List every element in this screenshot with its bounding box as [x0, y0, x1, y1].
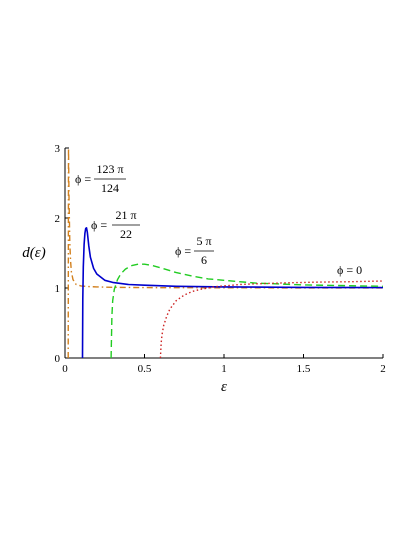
series-line-0	[67, 147, 383, 359]
annotation-phi-21pi-22: ϕ = 21 π 22	[91, 208, 140, 241]
y-tick-label: 2	[55, 213, 61, 225]
series-lines	[67, 147, 384, 359]
annotation-left: ϕ =	[175, 244, 191, 258]
annotation-left: ϕ = 0	[337, 263, 362, 277]
x-ticks: 0 0.5 1 1.5 2	[62, 354, 386, 375]
annotation-phi-0: ϕ = 0	[337, 263, 362, 277]
x-tick-label: 2	[380, 363, 386, 375]
annotation-denominator: 22	[120, 227, 132, 241]
annotation-denominator: 124	[101, 181, 119, 195]
x-tick-label: 0	[62, 363, 68, 375]
annotation-numerator: 123 π	[96, 162, 123, 176]
series-line-1	[81, 227, 384, 359]
y-tick-label: 3	[55, 143, 61, 155]
x-tick-label: 1.5	[297, 363, 311, 375]
x-tick-label: 0.5	[138, 363, 152, 375]
annotation-left: ϕ =	[91, 218, 107, 232]
x-axis-label: ε	[221, 379, 227, 395]
y-ticks: 0 1 2 3	[55, 143, 69, 365]
y-tick-label: 0	[55, 353, 61, 365]
annotation-left: ϕ =	[75, 172, 91, 186]
axes	[64, 148, 383, 359]
annotation-denominator: 6	[201, 253, 207, 267]
annotation-phi-5pi-6: ϕ = 5 π 6	[175, 234, 214, 267]
y-axis-label: d(ε)	[22, 245, 45, 261]
y-tick-label: 1	[55, 283, 61, 295]
x-tick-label: 1	[221, 363, 227, 375]
annotation-numerator: 5 π	[196, 234, 211, 248]
series-line-3	[159, 280, 384, 359]
annotation-numerator: 21 π	[115, 208, 136, 222]
annotation-phi-123pi-124: ϕ = 123 π 124	[75, 162, 126, 195]
series-line-2	[110, 263, 384, 359]
